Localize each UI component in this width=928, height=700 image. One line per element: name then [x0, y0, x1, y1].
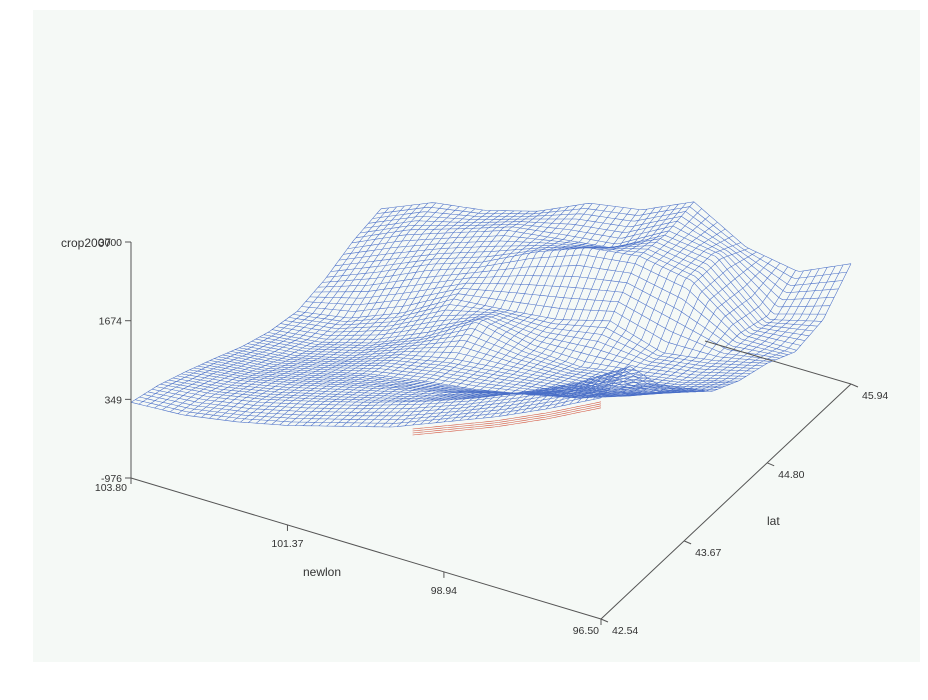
underside-edge [412, 403, 602, 432]
mesh-line-lon [435, 202, 687, 423]
x-tick-label: 103.80 [95, 482, 127, 494]
mesh-line-lon [302, 208, 554, 426]
mesh-line-lon [381, 208, 632, 428]
mesh-line-lon [561, 269, 812, 407]
mesh-line-lon [537, 266, 789, 411]
mesh-line-lon [146, 206, 397, 407]
x-tick-label: 98.94 [431, 585, 457, 597]
mesh-line-lon [349, 204, 601, 427]
underside-edge [412, 407, 602, 436]
mesh-line-lon [232, 209, 483, 422]
underside-edge [412, 405, 602, 434]
mesh-line-lon [420, 205, 671, 425]
mesh-line-lat [368, 216, 839, 293]
mesh-line-lon [592, 264, 844, 400]
mesh-line-lon [584, 265, 836, 402]
y-tick-label: 43.67 [695, 547, 721, 559]
mesh-line-lon [396, 208, 648, 427]
mesh-line-lon [310, 207, 562, 427]
x-axis-line [130, 477, 602, 620]
mesh-line-lat [380, 201, 852, 272]
mesh-line-lon [287, 210, 538, 426]
surface-mesh [130, 201, 852, 436]
plot-panel: -976 349 1674 3000 103.80 101.37 98.94 96.50 42.… [33, 10, 920, 662]
mesh-line-lon [201, 205, 452, 418]
mesh-line-lon [169, 203, 421, 413]
y-axis-line [600, 383, 852, 620]
y-tick-label: 42.54 [612, 625, 638, 637]
y-tick [766, 462, 775, 467]
mesh-line-lon [318, 206, 569, 427]
underside-edge [412, 401, 602, 430]
mesh-line-lon [569, 268, 820, 405]
mesh-line-lon [490, 242, 741, 418]
mesh-line-lon [193, 203, 444, 417]
mesh-line-lon [216, 207, 468, 420]
mesh-line-lon [451, 208, 702, 422]
x-axis-label: newlon [303, 565, 341, 579]
mesh-line-lon [263, 210, 515, 425]
z-tick-label: -976 [101, 473, 122, 485]
y-tick [850, 383, 859, 388]
mesh-line-lon [279, 210, 530, 426]
ticks: -976 349 1674 3000 103.80 101.37 98.94 96.50 42.… [95, 237, 889, 637]
mesh-line-lon [412, 206, 663, 426]
mesh-line-lon [177, 202, 429, 414]
y-axis-label: lat [767, 514, 780, 528]
mesh-line-lon [138, 207, 390, 405]
mesh-line-lon [162, 204, 413, 411]
back-edge-line [704, 340, 852, 385]
z-tick-label: 3000 [99, 237, 123, 249]
mesh-line-lon [577, 267, 828, 403]
mesh-line-lon [185, 202, 436, 416]
z-tick-label: 349 [104, 394, 122, 406]
mesh-line-lon [521, 259, 773, 413]
mesh-line-lon [209, 206, 460, 419]
mesh-line-lon [295, 209, 546, 426]
mesh-line-lon [365, 206, 616, 427]
x-tick-label: 101.37 [271, 538, 303, 550]
mesh-line-lon [240, 210, 491, 423]
mesh-line-lon [506, 251, 757, 416]
mesh-line-lon [334, 203, 585, 427]
z-axis-label: crop2007 [61, 236, 111, 250]
mesh-line-lon [154, 205, 405, 409]
y-tick [600, 618, 609, 623]
mesh-line-lon [482, 235, 734, 419]
mesh-line-lon [443, 201, 695, 423]
mesh-line-lon [373, 207, 624, 428]
mesh-line-lon [553, 270, 804, 408]
mesh-line-lon [326, 205, 577, 427]
axes [130, 242, 852, 620]
y-tick [683, 540, 692, 545]
mesh-line-lon [248, 210, 499, 423]
mesh-line-lon [130, 208, 382, 403]
mesh-line-lat [364, 220, 835, 301]
mesh-line-lon [428, 204, 679, 424]
mesh-line-lon [388, 209, 640, 428]
mesh-line-lon [600, 263, 852, 398]
mesh-line-lon [256, 210, 507, 424]
mesh-line-lon [271, 210, 522, 425]
mesh-line-lon [357, 205, 609, 427]
mesh-line-lon [224, 208, 476, 421]
y-tick-label: 44.80 [778, 469, 804, 481]
mesh-line-lon [514, 255, 765, 415]
mesh-line-lon [529, 262, 781, 412]
mesh-line-lon [404, 207, 656, 427]
y-tick-label: 45.94 [862, 390, 888, 402]
x-tick-label: 96.50 [573, 625, 599, 637]
surface-plot: -976 349 1674 3000 103.80 101.37 98.94 96.50 42.… [61, 201, 889, 637]
mesh-line-lon [342, 203, 593, 427]
z-tick-label: 1674 [99, 316, 123, 328]
